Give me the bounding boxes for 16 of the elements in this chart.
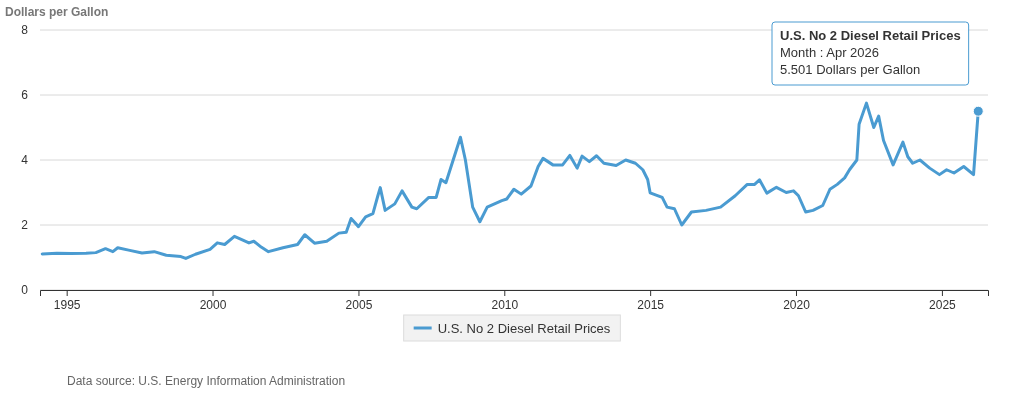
y-tick-label: 8 bbox=[21, 23, 29, 38]
y-tick-label: 2 bbox=[21, 218, 29, 233]
legend-label: U.S. No 2 Diesel Retail Prices bbox=[437, 320, 611, 336]
x-tick-label: 2025 bbox=[929, 297, 957, 312]
y-tick-label: 6 bbox=[21, 88, 29, 103]
x-tick-label: 2000 bbox=[199, 297, 227, 312]
source-note: Data source: U.S. Energy Information Administration bbox=[67, 374, 346, 388]
x-tick-label: 2020 bbox=[783, 297, 811, 312]
x-tick-label: 2015 bbox=[637, 297, 665, 312]
annotation: U.S. No 2 Diesel Retail Prices Month : Apr 2026 5.501 Dollars per Gallon bbox=[780, 28, 961, 77]
y-axis-title: Dollars per Gallon bbox=[5, 5, 109, 19]
y-tick-label: 0 bbox=[21, 283, 29, 298]
y-tick-label: 4 bbox=[21, 153, 29, 168]
x-tick-label: 2005 bbox=[345, 297, 373, 312]
x-tick-label: 2010 bbox=[491, 297, 519, 312]
x-tick-label: 1995 bbox=[53, 297, 81, 312]
